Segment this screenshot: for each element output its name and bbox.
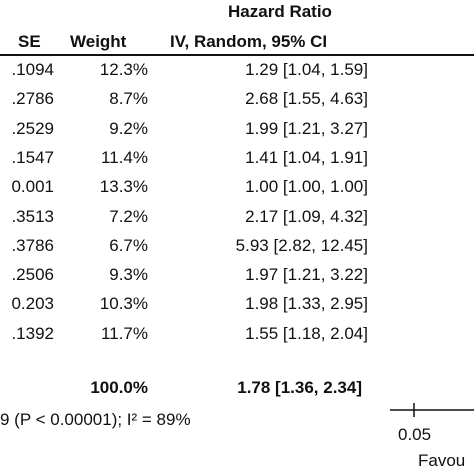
row-hazard-ratio: 2.68 [1.55, 4.63] <box>245 89 368 108</box>
row-se: .1392 <box>11 324 54 343</box>
column-header-se: SE <box>18 32 41 51</box>
row-hazard-ratio: 2.17 [1.09, 4.32] <box>245 207 368 226</box>
column-header-weight: Weight <box>70 32 127 51</box>
row-se: .3786 <box>11 236 54 255</box>
favours-label: Favou <box>418 451 466 470</box>
row-weight: 7.2% <box>109 207 148 226</box>
row-hazard-ratio: 1.98 [1.33, 2.95] <box>245 294 368 313</box>
row-se: .1547 <box>11 148 54 167</box>
row-hazard-ratio: 1.29 [1.04, 1.59] <box>245 60 368 79</box>
row-se: .2786 <box>11 89 54 108</box>
row-weight: 9.2% <box>109 119 148 138</box>
heterogeneity-text: 9 (P < 0.00001); I² = 89% <box>0 410 191 429</box>
row-se: .2529 <box>11 119 54 138</box>
row-weight: 12.3% <box>99 60 148 79</box>
row-hazard-ratio: 1.41 [1.04, 1.91] <box>245 148 368 167</box>
header-rule <box>0 54 474 56</box>
column-header-hazard-ratio: IV, Random, 95% CI <box>170 32 328 51</box>
row-se: .2506 <box>11 265 54 284</box>
row-se: 0.203 <box>11 294 54 313</box>
row-hazard-ratio: 1.99 [1.21, 3.27] <box>245 119 368 138</box>
row-weight: 11.7% <box>101 324 148 343</box>
row-weight: 6.7% <box>109 236 148 255</box>
row-se: 0.001 <box>11 177 54 196</box>
row-hazard-ratio: 1.55 [1.18, 2.04] <box>245 324 368 343</box>
row-se: .1094 <box>11 60 54 79</box>
row-hazard-ratio: 5.93 [2.82, 12.45] <box>235 236 368 255</box>
row-hazard-ratio: 1.00 [1.00, 1.00] <box>245 177 368 196</box>
row-se: .3513 <box>11 207 54 226</box>
row-hazard-ratio: 1.97 [1.21, 3.22] <box>245 265 368 284</box>
row-weight: 11.4% <box>101 148 148 167</box>
total-weight: 100.0% <box>90 378 148 397</box>
row-weight: 10.3% <box>99 294 148 313</box>
total-hazard-ratio: 1.78 [1.36, 2.34] <box>237 378 362 397</box>
row-weight: 13.3% <box>99 177 148 196</box>
row-weight: 8.7% <box>109 89 148 108</box>
row-weight: 9.3% <box>109 265 148 284</box>
group-title: Hazard Ratio <box>228 2 332 21</box>
axis-tick-label: 0.05 <box>398 425 432 444</box>
